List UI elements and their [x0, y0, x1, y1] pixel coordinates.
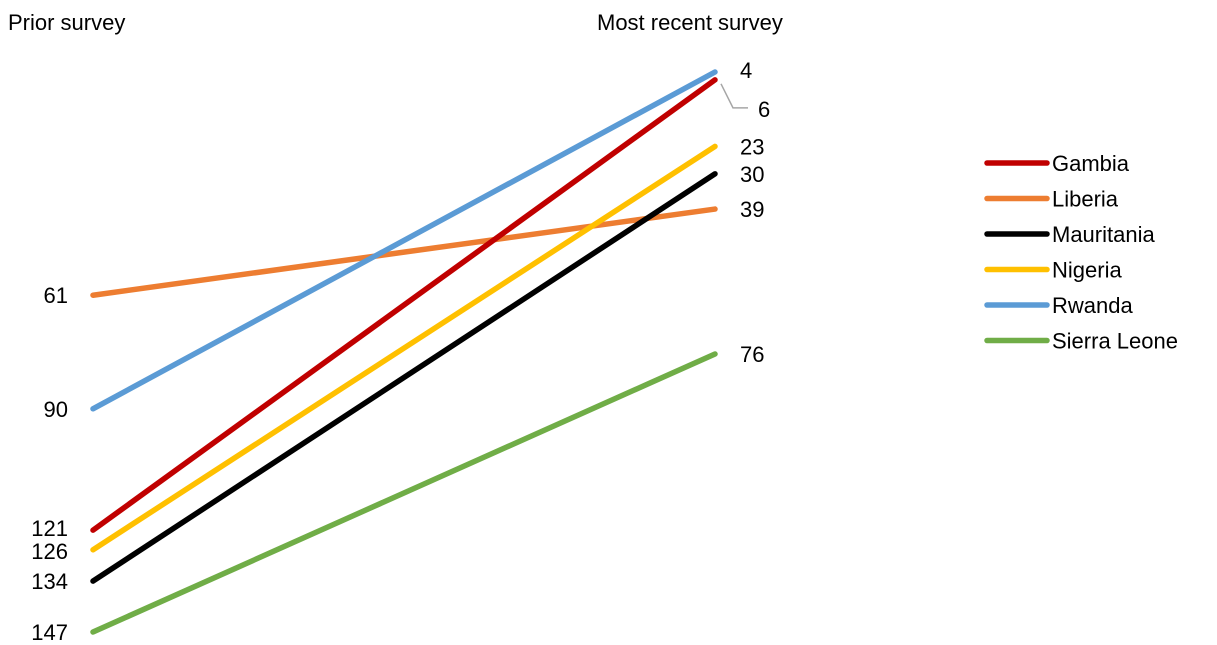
series-line-liberia — [90, 206, 718, 298]
series-line-gambia — [90, 77, 718, 533]
prior-value-label-nigeria: 126 — [31, 539, 68, 564]
recent-value-label-mauritania: 30 — [740, 162, 764, 187]
recent-value-label-nigeria: 23 — [740, 134, 764, 159]
series-line-nigeria — [90, 143, 718, 553]
recent-value-label-liberia: 39 — [740, 197, 764, 222]
gambia-leader-line — [720, 83, 748, 109]
legend-label-liberia: Liberia — [1052, 187, 1119, 212]
prior-value-label-liberia: 61 — [44, 283, 68, 308]
prior-survey-header: Prior survey — [8, 10, 126, 35]
prior-value-label-rwanda: 90 — [44, 397, 68, 422]
prior-value-label-gambia: 121 — [31, 516, 68, 541]
recent-value-label-gambia: 6 — [758, 97, 770, 122]
series-line-sierra-leone — [90, 351, 718, 635]
legend-label-gambia: Gambia — [1052, 151, 1130, 176]
recent-value-label-sierra-leone: 76 — [740, 342, 764, 367]
recent-value-label-rwanda: 4 — [740, 58, 752, 83]
legend-label-mauritania: Mauritania — [1052, 222, 1155, 247]
series-line-rwanda — [90, 69, 718, 412]
most-recent-survey-header: Most recent survey — [597, 10, 783, 35]
series-line-mauritania — [90, 171, 718, 584]
prior-value-label-sierra-leone: 147 — [31, 620, 68, 645]
prior-value-label-mauritania: 134 — [31, 569, 68, 594]
legend-label-nigeria: Nigeria — [1052, 258, 1122, 283]
legend-label-rwanda: Rwanda — [1052, 293, 1133, 318]
legend-label-sierra-leone: Sierra Leone — [1052, 329, 1178, 354]
